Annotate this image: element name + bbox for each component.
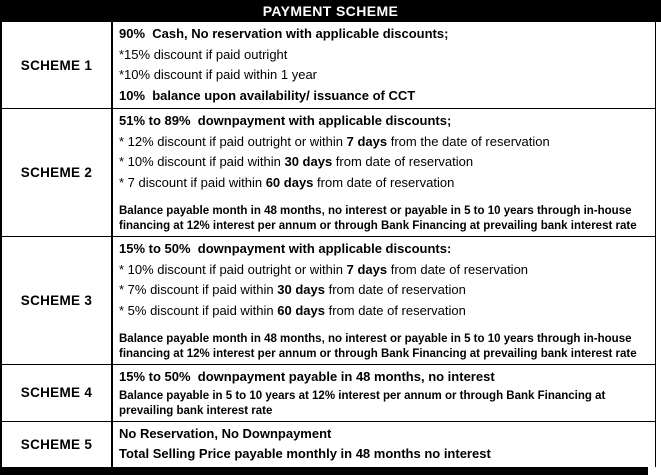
scheme-heading: 51% to 89% downpayment with applicable d…	[119, 113, 452, 128]
table-header: PAYMENT SCHEME	[0, 0, 661, 22]
balance-note: Balance payable month in 48 months, no i…	[119, 333, 637, 360]
line-segment: from date of reservation	[387, 261, 529, 277]
scheme-heading: 15% to 50% downpayment with applicable d…	[119, 241, 452, 256]
days-emphasis: 7 days	[346, 261, 388, 277]
balance-note: Balance payable month in 48 months, no i…	[119, 205, 637, 232]
scheme-2-label: SCHEME 2	[2, 109, 113, 236]
line-segment: from date of reservation	[324, 282, 466, 297]
line-segment: * 7% discount if paid within	[119, 282, 278, 297]
days-emphasis: 30 days	[277, 282, 325, 297]
discount-line: * 7% discount if paid within 30 days fro…	[119, 280, 647, 301]
line-segment: * 10% discount if paid outright or withi…	[119, 261, 347, 277]
discount-line: *15% discount if paid outright	[119, 46, 288, 62]
table-title: PAYMENT SCHEME	[262, 3, 399, 19]
line-segment: from date of reservation	[313, 174, 455, 190]
scheme-heading: 15% to 50% downpayment payable in 48 mon…	[119, 369, 495, 384]
scheme-5-details: No Reservation, No Downpayment Total Sel…	[113, 422, 655, 467]
scheme-4-label: SCHEME 4	[2, 365, 113, 421]
line-segment: from date of reservation	[332, 154, 474, 169]
discount-line: * 10% discount if paid within 30 days fr…	[119, 152, 647, 173]
scheme-heading: 90% Cash, No reservation with applicable…	[119, 26, 449, 41]
scheme-5-row: SCHEME 5 No Reservation, No Downpayment …	[2, 421, 655, 467]
scheme-2-details: 51% to 89% downpayment with applicable d…	[113, 109, 655, 236]
scheme-1-details: 90% Cash, No reservation with applicable…	[113, 22, 655, 108]
scheme-heading: No Reservation, No Downpayment	[119, 425, 332, 441]
scheme-1-row: SCHEME 1 90% Cash, No reservation with a…	[2, 22, 655, 109]
table-body: SCHEME 1 90% Cash, No reservation with a…	[0, 22, 656, 467]
scheme-3-label: SCHEME 3	[2, 237, 113, 364]
line-segment: * 10% discount if paid within	[119, 154, 285, 169]
line-segment: from the date of reservation	[387, 133, 550, 149]
scheme-2-row: SCHEME 2 51% to 89% downpayment with app…	[2, 109, 655, 237]
balance-note: Balance payable in 5 to 10 years at 12% …	[119, 389, 606, 417]
days-emphasis: 7 days	[346, 133, 388, 149]
discount-line: * 7 discount if paid within 60 days from…	[119, 173, 647, 194]
line-segment: * 7 discount if paid within	[119, 174, 266, 190]
table-bottom-border	[0, 466, 648, 475]
days-emphasis: 60 days	[277, 302, 325, 318]
scheme-footer: Total Selling Price payable monthly in 4…	[119, 446, 491, 461]
line-segment: * 5% discount if paid within	[119, 302, 278, 318]
scheme-4-row: SCHEME 4 15% to 50% downpayment payable …	[2, 365, 655, 422]
scheme-5-label: SCHEME 5	[2, 421, 113, 467]
scheme-3-row: SCHEME 3 15% to 50% downpayment with app…	[2, 237, 655, 365]
discount-line: * 12% discount if paid outright or withi…	[119, 132, 647, 153]
days-emphasis: 30 days	[284, 154, 333, 169]
discount-line: * 10% discount if paid outright or withi…	[119, 260, 647, 281]
scheme-3-details: 15% to 50% downpayment with applicable d…	[113, 237, 655, 364]
days-emphasis: 60 days	[265, 174, 314, 190]
line-segment: * 12% discount if paid outright or withi…	[119, 133, 347, 149]
scheme-1-label: SCHEME 1	[2, 22, 113, 108]
scheme-4-details: 15% to 50% downpayment payable in 48 mon…	[113, 365, 655, 421]
discount-line: *10% discount if paid within 1 year	[119, 67, 318, 82]
line-segment: from date of reservation	[324, 302, 466, 318]
scheme-footer: 10% balance upon availability/ issuance …	[119, 87, 416, 103]
discount-line: * 5% discount if paid within 60 days fro…	[119, 301, 647, 322]
